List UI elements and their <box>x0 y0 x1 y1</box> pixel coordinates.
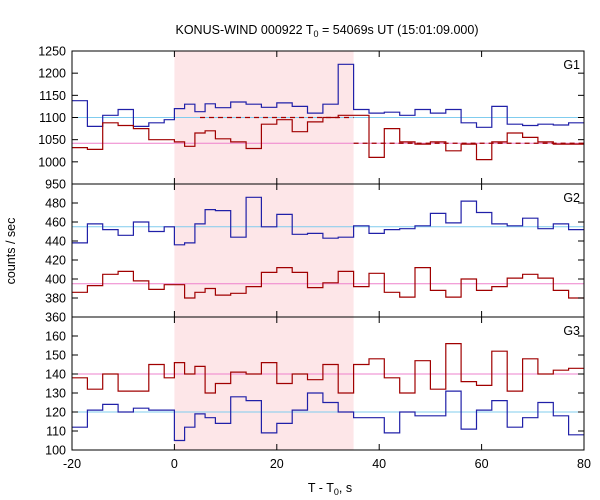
series-red-line <box>72 267 584 299</box>
y-tick-label: 130 <box>45 387 66 401</box>
y-tick-label: 480 <box>45 197 66 211</box>
y-tick-label: 1000 <box>38 155 66 169</box>
y-tick-label: 1150 <box>39 89 66 103</box>
y-tick-label: 140 <box>45 368 66 382</box>
y-tick-label: 1200 <box>38 67 66 81</box>
series-blue-line <box>72 196 584 246</box>
y-tick-label: 160 <box>45 330 66 344</box>
series-blue-line <box>72 63 584 128</box>
x-tick-label: 60 <box>475 457 489 471</box>
y-tick-label: 420 <box>45 254 66 268</box>
y-tick-label: 120 <box>45 406 66 420</box>
y-tick-label: 100 <box>45 444 66 458</box>
shaded-interval <box>174 317 354 450</box>
x-tick-label: 40 <box>372 457 386 471</box>
x-tick-label: -20 <box>63 457 81 471</box>
x-tick-label: 80 <box>577 457 591 471</box>
y-tick-label: 460 <box>45 216 66 230</box>
chart-title: KONUS-WIND 000922 T0 = 54069s UT (15:01:… <box>176 23 479 39</box>
series-red-line <box>72 343 584 394</box>
series-blue-line <box>72 390 584 442</box>
y-tick-label: 440 <box>45 235 66 249</box>
y-tick-label: 950 <box>45 178 66 192</box>
x-tick-label: 20 <box>270 457 284 471</box>
panel-label: G1 <box>563 58 580 72</box>
y-tick-label: 400 <box>45 273 66 287</box>
x-axis-label: T - T0, s <box>308 481 352 497</box>
x-tick-label: 0 <box>171 457 178 471</box>
y-tick-label: 380 <box>45 292 66 306</box>
y-tick-label: 110 <box>46 425 66 439</box>
y-tick-label: 1050 <box>38 133 66 147</box>
shaded-interval <box>174 184 354 317</box>
y-tick-label: 360 <box>45 311 66 325</box>
panel-frame <box>71 316 585 451</box>
y-tick-label: 150 <box>45 349 66 363</box>
y-axis-label: counts / sec <box>4 218 18 285</box>
panel-label: G2 <box>563 191 580 205</box>
y-tick-label: 1100 <box>39 111 66 125</box>
panel-g2: 360 380 400 420 440 460 480 G2 <box>45 183 585 325</box>
panel-g3: 100 110 120 130 140 150 160 G3 -20 0 20 40 60 80 <box>45 316 591 471</box>
panel-g1: 950 1000 1050 1100 1150 1200 1250 G1 <box>38 45 585 192</box>
series-red-line <box>72 114 584 161</box>
y-tick-label: 1250 <box>38 45 66 59</box>
panel-label: G3 <box>563 324 580 338</box>
